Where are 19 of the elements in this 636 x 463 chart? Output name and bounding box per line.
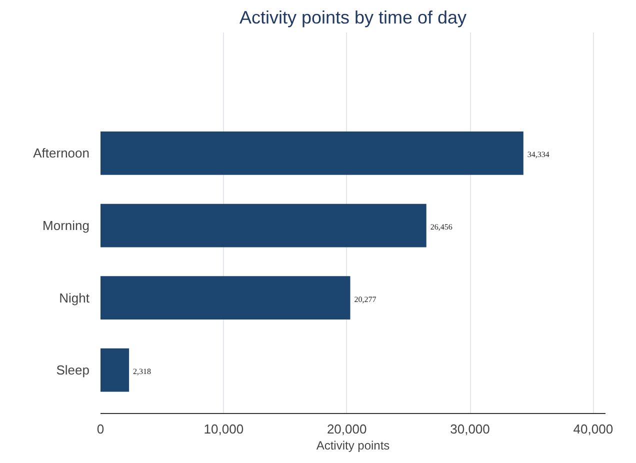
- bar: [100, 204, 426, 248]
- y-tick-label: Afternoon: [33, 146, 90, 161]
- bar: [100, 348, 130, 392]
- y-tick-label: Morning: [42, 218, 90, 234]
- data-label: 2,318: [133, 367, 152, 376]
- y-tick-label: Night: [59, 290, 90, 306]
- x-tick-label: 20,000: [326, 422, 367, 436]
- bar: [100, 276, 350, 320]
- data-label: 26,456: [430, 222, 452, 232]
- bar: [100, 132, 524, 175]
- x-tick-label: 10,000: [204, 422, 244, 436]
- x-tick-label: 30,000: [450, 422, 490, 436]
- y-tick-label: Sleep: [56, 362, 90, 378]
- x-tick-label: 0: [96, 422, 104, 436]
- data-label: 34,334: [527, 150, 550, 160]
- data-label: 20,277: [354, 294, 376, 304]
- x-axis-title: Activity points: [316, 438, 390, 452]
- chart-title: Activity points by time of day: [239, 8, 467, 28]
- x-tick-label: 40,000: [573, 422, 614, 436]
